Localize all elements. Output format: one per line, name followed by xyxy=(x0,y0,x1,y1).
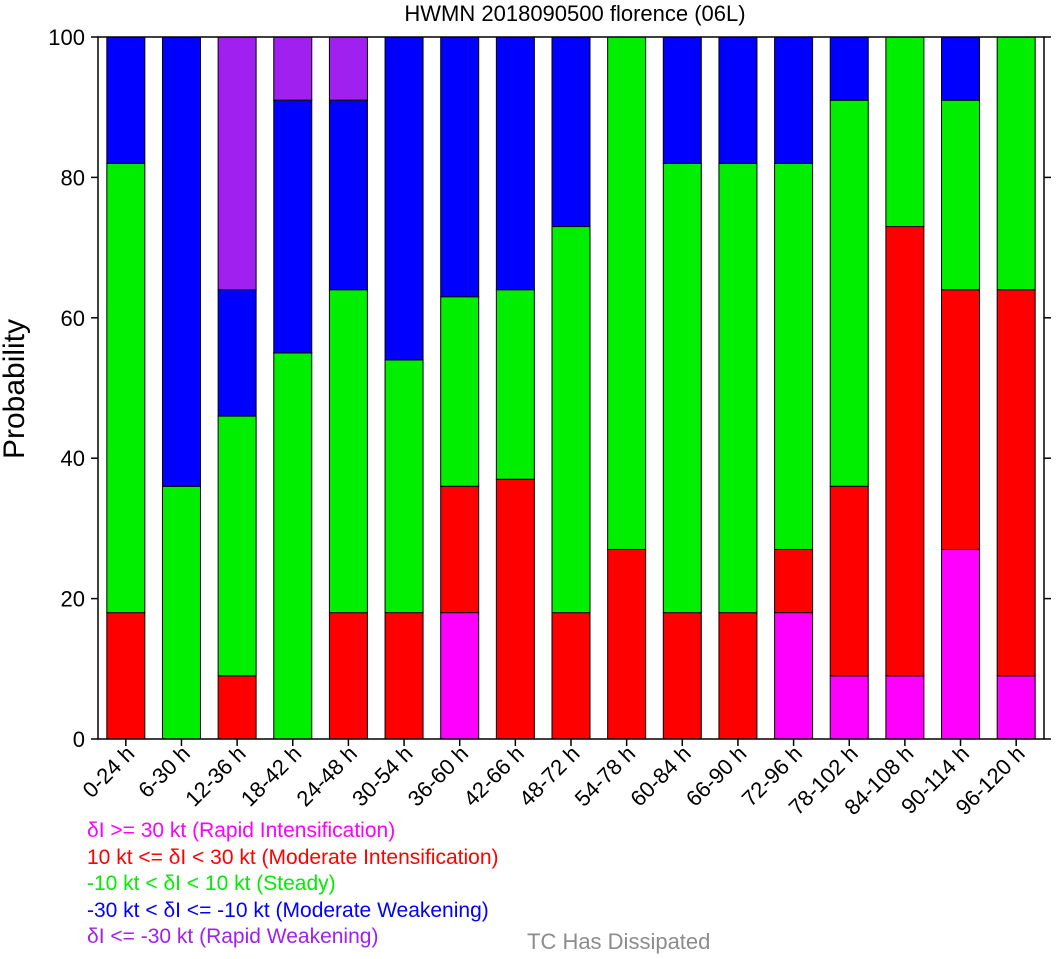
bar-segment-mw-0 xyxy=(106,36,146,164)
x-tick-label: 54-78 h xyxy=(570,741,640,811)
bar-segment-rw-4 xyxy=(328,36,368,101)
x-tick-label: 36-60 h xyxy=(403,741,473,811)
bar-segment-mi-12 xyxy=(774,548,814,614)
y-tick-label: 80 xyxy=(61,165,85,190)
bar-segment-st-5 xyxy=(384,359,424,614)
bar-segment-mi-15 xyxy=(941,289,981,550)
bar-segment-mi-5 xyxy=(384,612,424,740)
bar-segment-mw-12 xyxy=(774,36,814,164)
y-tick-label: 40 xyxy=(61,446,85,471)
bar-segment-mw-13 xyxy=(829,36,869,101)
bar-segment-mi-9 xyxy=(607,548,647,740)
bar-segment-ri-14 xyxy=(885,675,925,740)
bar-segment-st-13 xyxy=(829,99,869,487)
bar-segment-st-4 xyxy=(328,289,368,614)
x-tick-label: 60-84 h xyxy=(625,741,695,811)
bar-segment-st-6 xyxy=(440,296,480,487)
bar-segment-st-16 xyxy=(996,36,1036,291)
y-tick-label: 100 xyxy=(48,25,85,50)
bar-segment-mw-2 xyxy=(217,289,257,417)
bar-segment-mi-6 xyxy=(440,485,480,614)
bar-segment-mi-7 xyxy=(495,478,535,740)
bar-segment-st-3 xyxy=(273,352,313,740)
x-tick-label: 48-72 h xyxy=(514,741,584,811)
bar-segment-ri-16 xyxy=(996,675,1036,740)
bar-segment-st-14 xyxy=(885,36,925,228)
bar-segment-st-7 xyxy=(495,289,535,480)
bar-segment-st-11 xyxy=(718,162,758,614)
bar-segment-mi-16 xyxy=(996,289,1036,677)
bar-segment-mw-3 xyxy=(273,99,313,354)
bar-segment-mi-4 xyxy=(328,612,368,740)
bar-segment-mw-6 xyxy=(440,36,480,298)
bar-segment-mi-10 xyxy=(662,612,702,740)
plot-frame xyxy=(97,36,1045,740)
legend-entry-st: -10 kt < δI < 10 kt (Steady) xyxy=(87,872,336,895)
bar-segment-mw-11 xyxy=(718,36,758,164)
bar-segment-mi-11 xyxy=(718,612,758,740)
bar-segment-rw-3 xyxy=(273,36,313,101)
legend-entry-ri: δI >= 30 kt (Rapid Intensification) xyxy=(87,819,396,842)
legend-entry-mi: 10 kt <= δI < 30 kt (Moderate Intensific… xyxy=(87,845,499,869)
y-axis: 0 20 40 60 80 100 xyxy=(48,25,1051,752)
bar-segment-mi-8 xyxy=(551,612,591,740)
bar-segment-ri-13 xyxy=(829,675,869,740)
y-tick-label: 0 xyxy=(73,727,85,752)
bar-segment-st-10 xyxy=(662,162,702,614)
x-axis: 0-24 h6-30 h12-36 h18-42 h24-48 h30-54 h… xyxy=(78,739,1030,820)
bar-segment-mw-15 xyxy=(941,36,981,101)
x-tick-label: 30-54 h xyxy=(347,741,417,811)
legend-entry-mw: -30 kt < δI <= -10 kt (Moderate Weakenin… xyxy=(87,898,489,922)
chart-title: HWMN 2018090500 florence (06L) xyxy=(404,1,745,26)
bar-segment-mi-0 xyxy=(106,612,146,740)
bar-segment-st-8 xyxy=(551,226,591,614)
y-tick-label: 20 xyxy=(61,587,85,612)
legend: δI >= 30 kt (Rapid Intensification) 10 kt… xyxy=(87,818,499,951)
bar-segment-mi-2 xyxy=(217,675,257,740)
bar-segment-ri-15 xyxy=(941,548,981,740)
bar-segment-mi-14 xyxy=(885,226,925,677)
x-tick-label: 42-66 h xyxy=(458,741,528,811)
dissipated-label: TC Has Dissipated xyxy=(527,929,711,954)
y-axis-label: Probability xyxy=(0,319,31,459)
x-tick-label: 66-90 h xyxy=(681,741,751,811)
legend-entry-rw: δI <= -30 kt (Rapid Weakening) xyxy=(87,925,379,948)
bar-segment-st-9 xyxy=(607,36,647,550)
x-tick-label: 0-24 h xyxy=(78,741,140,803)
bar-segment-mw-8 xyxy=(551,36,591,228)
bar-segment-mi-13 xyxy=(829,485,869,677)
bar-segment-st-2 xyxy=(217,415,257,677)
bar-segment-rw-2 xyxy=(217,36,257,291)
bar-segment-mw-7 xyxy=(495,36,535,291)
x-tick-label: 12-36 h xyxy=(180,741,250,811)
bars-group xyxy=(106,36,1036,740)
x-tick-label: 18-42 h xyxy=(236,741,306,811)
bar-segment-mw-1 xyxy=(161,36,201,487)
bar-segment-st-12 xyxy=(774,162,814,550)
bar-segment-st-1 xyxy=(161,485,201,740)
bar-segment-mw-4 xyxy=(328,99,368,291)
bar-segment-st-0 xyxy=(106,162,146,614)
bar-segment-ri-12 xyxy=(774,612,814,740)
bar-segment-mw-5 xyxy=(384,36,424,361)
bar-segment-st-15 xyxy=(941,99,981,291)
bar-segment-mw-10 xyxy=(662,36,702,164)
bar-segment-ri-6 xyxy=(440,612,480,740)
x-tick-label: 24-48 h xyxy=(292,741,362,811)
y-tick-label: 60 xyxy=(61,306,85,331)
